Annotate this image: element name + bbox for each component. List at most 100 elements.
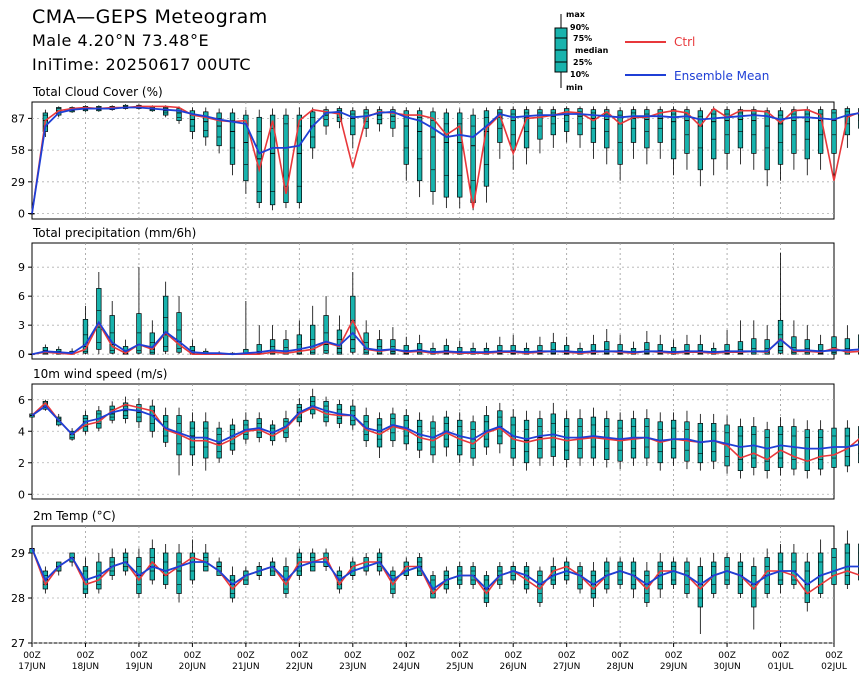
box-plot [724, 330, 730, 355]
x-tick-date-label: 25JUN [446, 662, 473, 672]
location-label: Male 4.20°N 73.48°E [32, 31, 210, 50]
box-body [189, 552, 196, 581]
box-plot [604, 329, 610, 355]
x-tick-time-label: 00Z [772, 651, 790, 661]
box-plot [817, 539, 824, 598]
legend-box-lower [554, 61, 568, 73]
box-body [523, 109, 530, 149]
box-plot [550, 106, 556, 148]
box-plot [430, 107, 436, 205]
box-plot [577, 562, 583, 594]
box-body [283, 339, 289, 355]
legend-box-label: 75% [573, 34, 592, 43]
box-body [256, 116, 262, 203]
box-body [296, 552, 302, 576]
box-plot [670, 557, 677, 589]
panel-title: Total Cloud Cover (%) [32, 85, 163, 99]
box-plot [804, 325, 810, 355]
box-body [403, 110, 409, 165]
x-tick-time-label: 00Z [504, 651, 522, 661]
box-body [590, 109, 597, 143]
box-plot [817, 334, 824, 355]
x-tick-time-label: 00Z [558, 651, 576, 661]
x-tick-date-label: 22JUN [286, 662, 313, 672]
legend-box-label: 90% [570, 23, 589, 32]
x-tick-date-label: 23JUN [339, 662, 366, 672]
box-body [523, 566, 530, 590]
mean-series-line [31, 106, 859, 214]
box-plot [844, 530, 851, 589]
box-body [510, 109, 516, 151]
box-plot [457, 108, 463, 209]
box-body [323, 315, 329, 354]
box-plot [751, 320, 757, 355]
legend-ctrl-label: Ctrl [674, 35, 695, 49]
box-body [269, 114, 276, 206]
box-body [229, 112, 236, 165]
box-body [711, 423, 717, 462]
legend-box-label: min [566, 83, 583, 92]
x-tick-date-label: 24JUN [393, 662, 420, 672]
box-body [550, 342, 556, 355]
box-plot [751, 106, 757, 170]
box-body [189, 110, 196, 132]
panel-0: Total Cloud Cover (%) 0 29 58 87 [11, 85, 859, 221]
panel-title: 10m wind speed (m/s) [33, 367, 167, 381]
ctrl-series-line [31, 401, 859, 463]
box-body [831, 548, 837, 585]
box-body [416, 110, 423, 182]
box-body [791, 552, 797, 585]
box-body [376, 339, 383, 355]
y-tick-label: 0 [18, 348, 25, 361]
x-tick-date-label: 30JUN [713, 662, 740, 672]
mean-series-line [31, 548, 859, 591]
legend-mean-label: Ensemble Mean [674, 69, 769, 83]
box-plot [510, 334, 516, 355]
x-tick-time-label: 00Z [77, 651, 95, 661]
box-body [697, 110, 703, 171]
box-plot [136, 267, 142, 355]
box-plot [644, 330, 650, 355]
y-tick-label: 87 [11, 112, 25, 125]
box-body [390, 109, 396, 129]
box-body [163, 552, 169, 585]
box-plot [497, 336, 503, 355]
box-plot [523, 562, 530, 594]
x-tick-time-label: 00Z [665, 651, 683, 661]
x-tick-time-label: 00Z [397, 651, 415, 661]
x-tick-time-label: 00Z [718, 651, 736, 661]
box-body [203, 111, 209, 138]
x-axis: 00Z17JUN00Z18JUN00Z19JUN00Z20JUN00Z21JUN… [18, 643, 847, 672]
box-body [176, 108, 182, 121]
box-body [670, 561, 677, 585]
legend-box-upper [554, 27, 568, 39]
box-plot [617, 107, 623, 181]
x-tick-date-label: 17JUN [18, 662, 45, 672]
box-body [497, 109, 503, 143]
y-tick-label: 6 [18, 290, 25, 303]
box-body [817, 552, 824, 594]
panel-1: Total precipitation (mm/6h) 0 3 6 9 [18, 226, 859, 361]
box-plot [176, 544, 182, 603]
box-body [804, 429, 810, 471]
box-plot [831, 535, 837, 594]
y-tick-label: 29 [11, 176, 25, 189]
panel-title: 2m Temp (°C) [33, 509, 116, 523]
box-body [109, 315, 115, 354]
box-body [777, 319, 784, 354]
x-tick-time-label: 00Z [23, 651, 41, 661]
box-plot [443, 108, 450, 209]
box-body [831, 109, 837, 154]
box-body [844, 543, 851, 585]
box-body [657, 109, 663, 143]
box-plot [737, 320, 744, 355]
x-tick-date-label: 29JUN [660, 662, 687, 672]
y-tick-label: 6 [18, 394, 25, 407]
x-tick-date-label: 26JUN [499, 662, 526, 672]
box-plot [29, 413, 35, 418]
box-plot [29, 213, 35, 215]
x-tick-date-label: 21JUN [232, 662, 259, 672]
box-body [350, 110, 356, 136]
